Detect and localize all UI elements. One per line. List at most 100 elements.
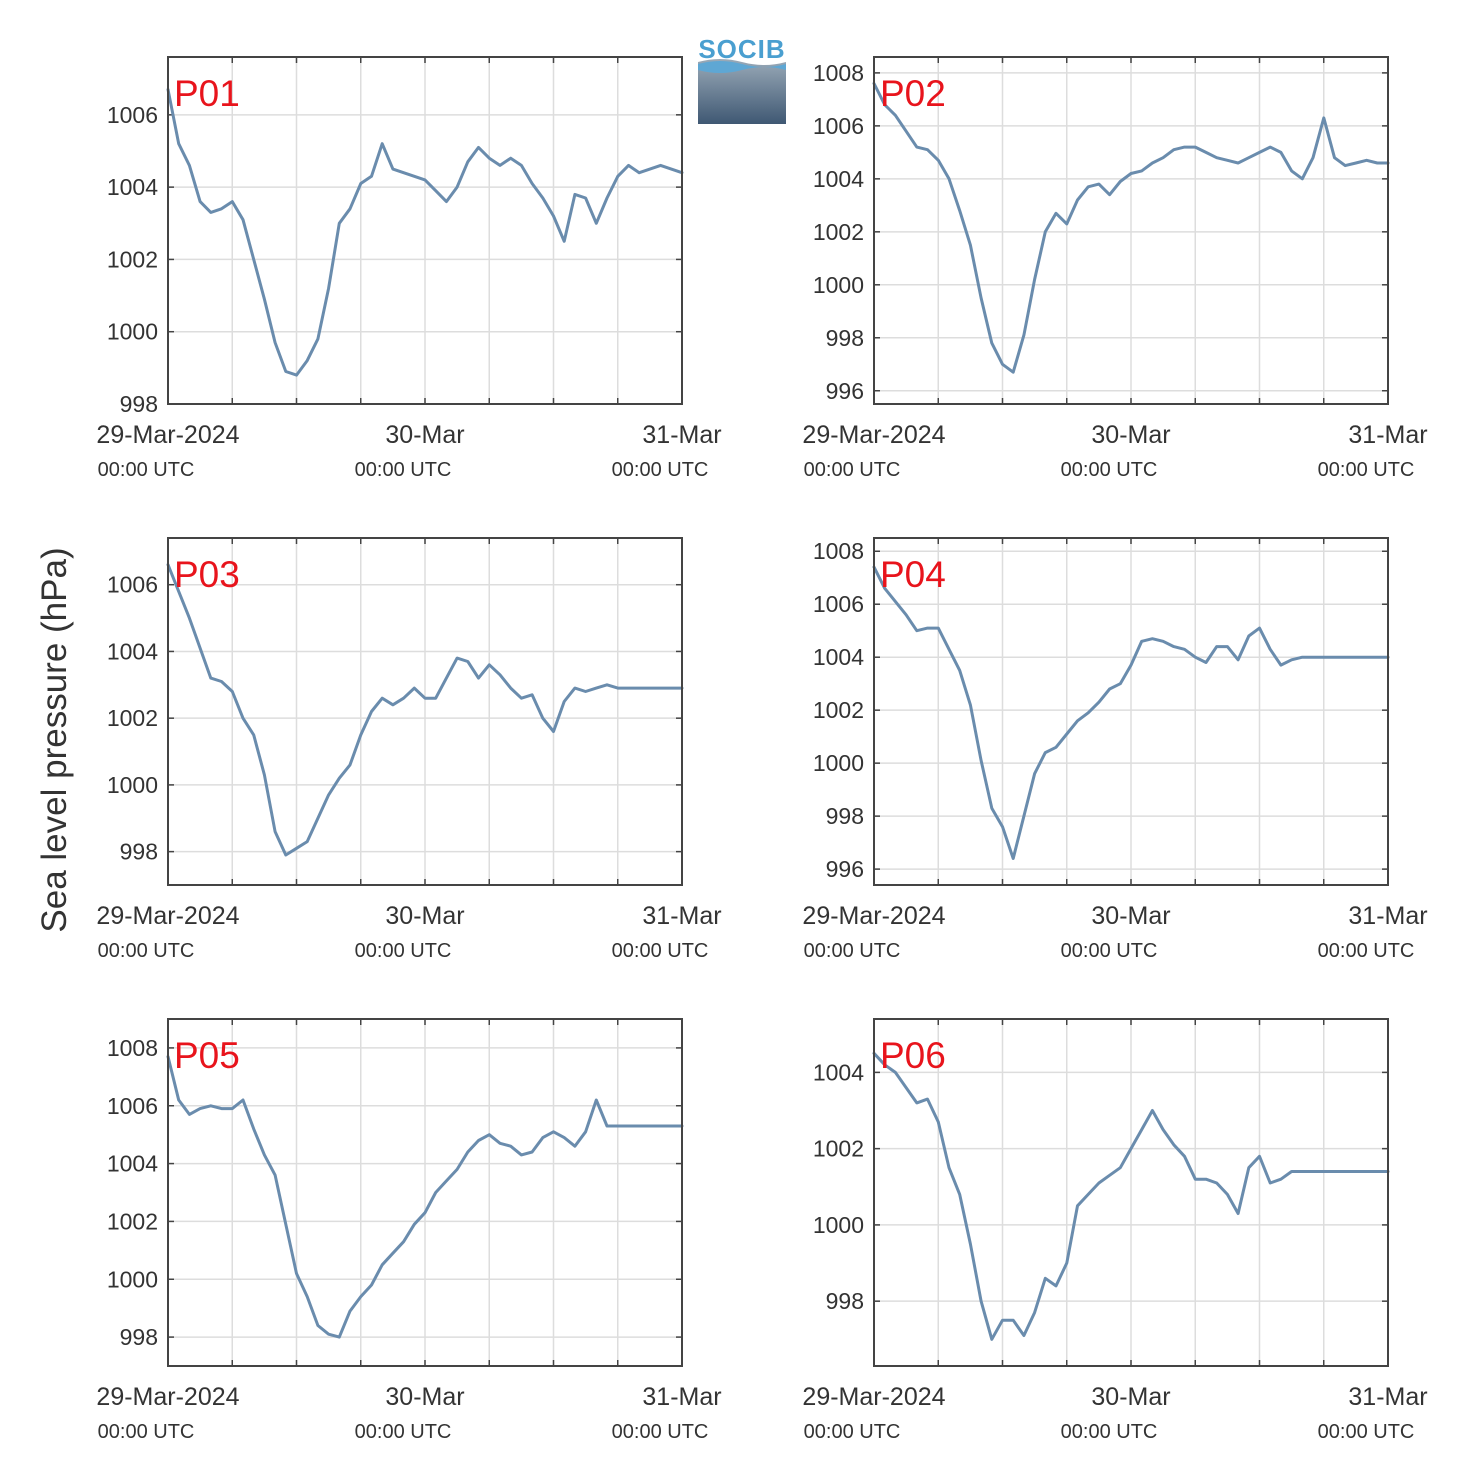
panel-label: P05 <box>174 1035 240 1076</box>
x-tick-sublabel: 00:00 UTC <box>98 1421 195 1443</box>
y-tick-label: 1002 <box>813 1136 864 1162</box>
chart-panel-p05: 998 1000 1002 1004 1006 1008 29-Mar-2024 00:00 … <box>96 1018 722 1443</box>
x-tick-sublabel: 00:00 UTC <box>98 459 195 481</box>
y-tick-label: 1000 <box>813 750 864 776</box>
x-tick-sublabel: 00:00 UTC <box>612 940 709 962</box>
x-tick-sublabel: 00:00 UTC <box>804 1421 901 1443</box>
x-tick-label: 30-Mar <box>385 902 464 930</box>
plot-frame <box>873 1018 1389 1367</box>
x-tick-label: 29-Mar-2024 <box>96 902 239 930</box>
y-tick-label: 1006 <box>107 572 158 598</box>
series-line-p06 <box>872 1051 1390 1341</box>
chart-panel-p06: 998 1000 1002 1004 29-Mar-2024 00:00 UTC 30-Ma… <box>802 1018 1428 1443</box>
chart-panel-p02: 996 998 1000 1002 1004 1006 1008 29-Mar-2024 00:… <box>802 56 1428 481</box>
x-tick-label: 29-Mar-2024 <box>802 902 945 930</box>
y-tick-label: 1002 <box>107 705 158 731</box>
y-tick-label: 1004 <box>107 1151 158 1177</box>
x-tick-label: 31-Mar <box>1348 1383 1427 1411</box>
logo-text: SOCIB <box>698 34 785 64</box>
x-tick-label: 31-Mar <box>1348 902 1427 930</box>
y-tick-label: 998 <box>826 325 864 351</box>
x-tick-label: 29-Mar-2024 <box>96 421 239 449</box>
plot-frame <box>167 56 683 405</box>
y-tick-label: 1004 <box>813 1059 864 1085</box>
x-tick-sublabel: 00:00 UTC <box>804 459 901 481</box>
y-tick-label: 998 <box>120 839 158 865</box>
x-tick-label: 29-Mar-2024 <box>96 1383 239 1411</box>
y-tick-label: 1004 <box>813 166 864 192</box>
logo-wave-top-icon <box>698 61 786 73</box>
y-tick-label: 1008 <box>107 1035 158 1061</box>
y-tick-label: 998 <box>120 1324 158 1350</box>
y-tick-label: 1002 <box>813 697 864 723</box>
y-axis-label: Sea level pressure (hPa) <box>35 547 74 932</box>
y-tick-label: 1000 <box>813 1212 864 1238</box>
x-tick-label: 30-Mar <box>1091 1383 1170 1411</box>
x-tick-sublabel: 00:00 UTC <box>355 1421 452 1443</box>
y-tick-label: 1006 <box>107 1093 158 1119</box>
y-tick-label: 1008 <box>813 60 864 86</box>
x-tick-sublabel: 00:00 UTC <box>98 940 195 962</box>
socib-logo: SOCIB <box>698 34 786 124</box>
x-tick-sublabel: 00:00 UTC <box>1318 1421 1415 1443</box>
panel-label: P06 <box>880 1035 946 1076</box>
x-tick-sublabel: 00:00 UTC <box>804 940 901 962</box>
y-tick-label: 996 <box>826 856 864 882</box>
x-tick-sublabel: 00:00 UTC <box>1061 1421 1158 1443</box>
chart-panel-p03: 998 1000 1002 1004 1006 29-Mar-2024 00:00 UTC 3… <box>96 537 722 962</box>
x-tick-sublabel: 00:00 UTC <box>1318 940 1415 962</box>
y-tick-label: 1004 <box>107 638 158 664</box>
y-tick-label: 1002 <box>813 219 864 245</box>
panel-label: P03 <box>174 554 240 595</box>
y-tick-label: 1006 <box>813 591 864 617</box>
plot-frame <box>167 1018 683 1367</box>
x-tick-label: 31-Mar <box>642 421 721 449</box>
series-line-p02 <box>872 82 1390 374</box>
y-tick-label: 1002 <box>107 1208 158 1234</box>
series-line-p04 <box>872 565 1390 860</box>
y-tick-label: 1006 <box>813 113 864 139</box>
x-tick-sublabel: 00:00 UTC <box>1318 459 1415 481</box>
y-tick-label: 998 <box>826 1288 864 1314</box>
x-tick-sublabel: 00:00 UTC <box>355 459 452 481</box>
x-tick-label: 29-Mar-2024 <box>802 421 945 449</box>
panel-label: P04 <box>880 554 946 595</box>
x-tick-sublabel: 00:00 UTC <box>1061 940 1158 962</box>
x-tick-label: 30-Mar <box>385 421 464 449</box>
y-tick-label: 1006 <box>107 102 158 128</box>
y-tick-label: 1000 <box>107 772 158 798</box>
chart-panel-p01: 998 1000 1002 1004 1006 29-Mar-2024 00:00 UTC 3… <box>96 56 722 481</box>
y-tick-label: 1000 <box>107 1266 158 1292</box>
y-tick-label: 1004 <box>813 644 864 670</box>
y-tick-label: 1008 <box>813 538 864 564</box>
y-tick-label: 998 <box>826 803 864 829</box>
x-tick-label: 30-Mar <box>1091 902 1170 930</box>
logo-wave-icon <box>698 59 786 124</box>
chart-panel-p04: 996 998 1000 1002 1004 1006 1008 29-Mar-2024 00:… <box>802 537 1428 962</box>
plot-frame <box>873 537 1389 886</box>
x-tick-sublabel: 00:00 UTC <box>355 940 452 962</box>
y-tick-label: 1000 <box>813 272 864 298</box>
x-tick-label: 31-Mar <box>1348 421 1427 449</box>
x-tick-label: 30-Mar <box>1091 421 1170 449</box>
y-tick-label: 996 <box>826 378 864 404</box>
series-line-p01 <box>166 88 684 377</box>
x-tick-label: 31-Mar <box>642 1383 721 1411</box>
x-tick-label: 30-Mar <box>385 1383 464 1411</box>
x-tick-sublabel: 00:00 UTC <box>612 1421 709 1443</box>
x-tick-label: 31-Mar <box>642 902 721 930</box>
x-tick-sublabel: 00:00 UTC <box>612 459 709 481</box>
plot-frame <box>167 537 683 886</box>
x-tick-label: 29-Mar-2024 <box>802 1383 945 1411</box>
y-tick-label: 1004 <box>107 174 158 200</box>
series-line-p05 <box>166 1055 684 1339</box>
y-tick-label: 1002 <box>107 246 158 272</box>
panel-label: P02 <box>880 73 946 114</box>
x-tick-sublabel: 00:00 UTC <box>1061 459 1158 481</box>
plot-frame <box>873 56 1389 405</box>
y-tick-label: 998 <box>120 391 158 417</box>
y-tick-label: 1000 <box>107 319 158 345</box>
series-line-p03 <box>166 563 684 857</box>
panel-label: P01 <box>174 73 240 114</box>
